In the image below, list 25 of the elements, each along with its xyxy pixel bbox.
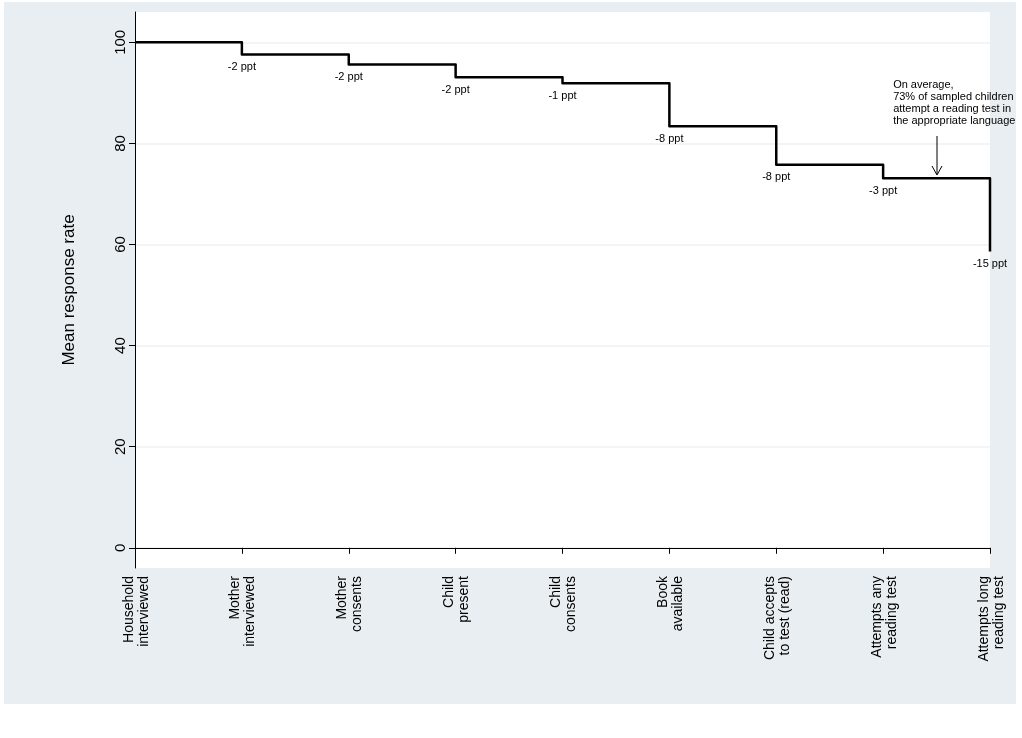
annotation: -2 ppt (441, 82, 470, 95)
y-tick-label: 40 (111, 337, 128, 354)
annotation: -8 ppt (655, 131, 684, 144)
x-tick-label: Attempts long reading test (974, 575, 1006, 662)
x-tick-label: Child present (440, 575, 472, 623)
x-tick-label: Child accepts to test (read) (760, 576, 792, 661)
x-tick-label: Child consents (547, 576, 578, 633)
annotation: -1 ppt (548, 88, 577, 101)
y-tick-label: 100 (111, 29, 128, 55)
x-tick-label: Mother consents (333, 575, 365, 633)
y-tick-label: 20 (111, 438, 128, 456)
annotation: -8 ppt (762, 170, 791, 183)
x-tick-label: Attempts any reading test (867, 575, 899, 658)
annotation: -2 ppt (227, 59, 256, 72)
y-tick-label: 60 (111, 236, 128, 253)
y-axis-title: Mean response rate (59, 214, 78, 366)
annotation: -3 ppt (869, 183, 898, 196)
annotation: -2 ppt (334, 70, 363, 83)
x-tick-label: Book available (653, 575, 685, 632)
annotation: On average, 73% of sampled children attempt a reading test in the appropriate language (893, 78, 1016, 127)
x-tick-label: Mother interviewed (226, 575, 258, 647)
y-tick-label: 0 (111, 543, 128, 552)
x-tick-label: Household interviewed (119, 576, 151, 647)
y-tick-label: 80 (111, 135, 128, 152)
annotation: -15 ppt (972, 257, 1008, 270)
